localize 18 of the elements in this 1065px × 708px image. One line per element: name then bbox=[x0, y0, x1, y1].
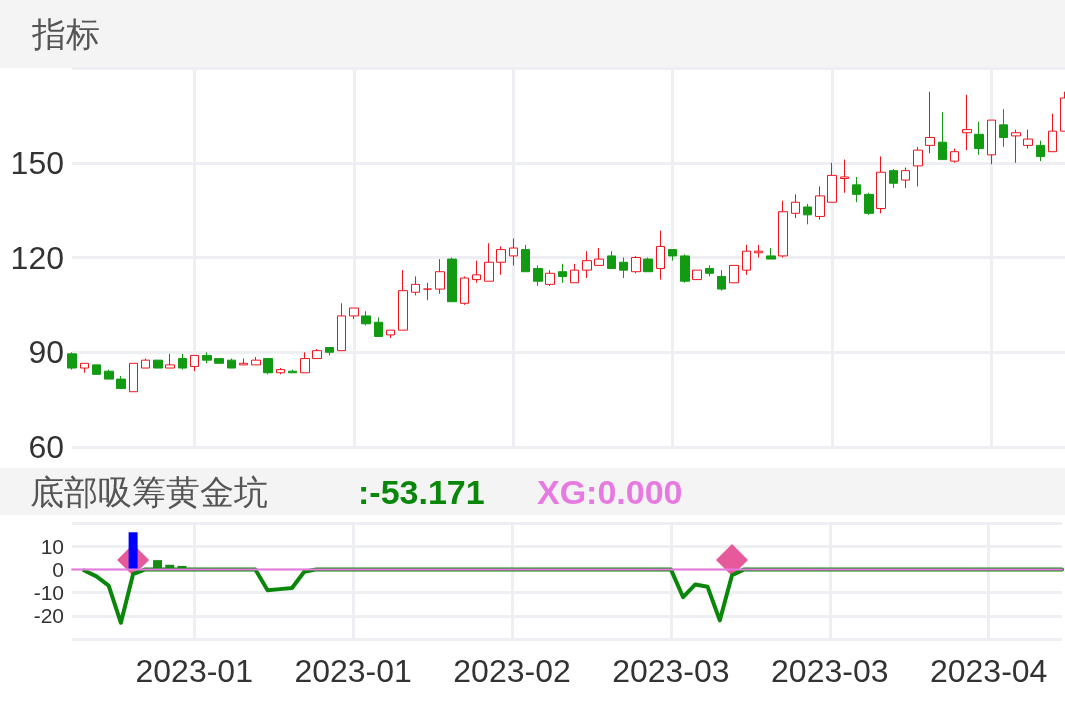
chart-title: 指标 bbox=[31, 15, 100, 53]
y-tick-label: 60 bbox=[28, 429, 64, 465]
y-tick-label: -10 bbox=[33, 581, 64, 605]
x-tick-label: 2023-03 bbox=[612, 653, 730, 689]
x-tick-label: 2023-04 bbox=[929, 653, 1048, 689]
y-tick-label: 10 bbox=[40, 534, 64, 558]
x-tick-label: 2023-01 bbox=[294, 653, 412, 689]
x-tick-label: 2023-03 bbox=[771, 653, 889, 689]
text: :-53.171 bbox=[358, 473, 485, 511]
y-tick-label: 120 bbox=[10, 239, 64, 276]
y-tick-label: 150 bbox=[10, 144, 64, 181]
y-tick-label: 90 bbox=[28, 334, 64, 371]
x-tick-label: 2023-02 bbox=[453, 653, 571, 689]
y-tick-label: 0 bbox=[52, 557, 64, 581]
chart-title: 底部吸筹黄金坑 bbox=[30, 473, 268, 511]
y-tick-label: -20 bbox=[33, 604, 64, 628]
text: XG:0.000 bbox=[537, 473, 683, 511]
x-tick-label: 2023-01 bbox=[135, 653, 253, 689]
